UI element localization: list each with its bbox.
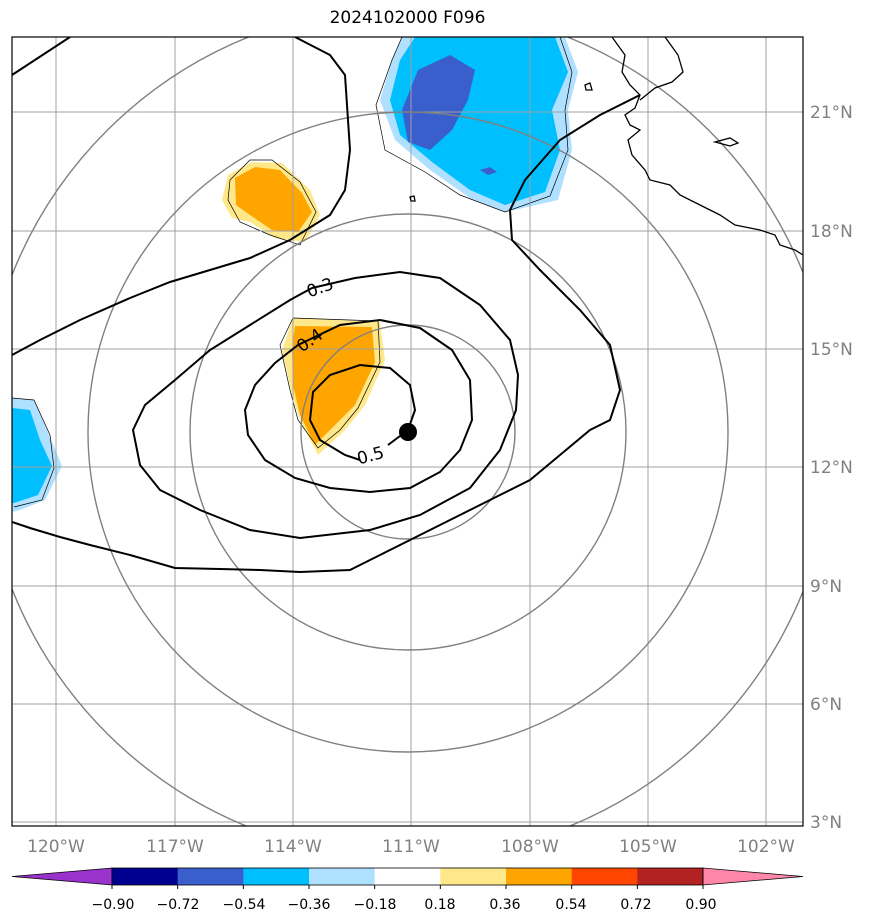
colorbar-tick-label: 0.18: [424, 897, 455, 913]
lon-label-108w: 108°W: [501, 837, 559, 857]
colorbar-swatch: [243, 868, 310, 885]
coastline: [409, 37, 803, 256]
map-area: 0.3 0.4 0.5: [12, 37, 803, 826]
island-1: [584, 82, 593, 91]
lon-label-111w: 111°W: [382, 837, 440, 857]
colorbar-tick-labels: −0.90 −0.72 −0.54 −0.36 −0.18 0.18 0.36 …: [92, 897, 717, 913]
positive-anomaly-nw: [235, 167, 312, 232]
colorbar-tick-label: 0.72: [620, 897, 651, 913]
colorbar-swatch: [112, 868, 179, 885]
colorbar-tick-label: −0.18: [354, 897, 397, 913]
lat-label-12n: 12°N: [810, 458, 853, 478]
contour-0-4: [243, 318, 474, 494]
latitude-labels: 21°N 18°N 15°N 12°N 9°N 6°N 3°N: [810, 103, 853, 833]
island-2: [712, 137, 740, 147]
lat-label-18n: 18°N: [810, 222, 853, 242]
colorbar-tick-label: −0.72: [157, 897, 200, 913]
colorbar-swatch: [506, 868, 573, 885]
coastline-mexico: [611, 37, 803, 256]
lat-label-6n: 6°N: [810, 695, 842, 715]
map-frame: [11, 36, 804, 827]
lat-label-15n: 15°N: [810, 340, 853, 360]
range-ring-2: [189, 213, 627, 651]
negative-anomaly-north-core: [402, 55, 475, 150]
contour-lines: [12, 37, 641, 574]
range-ring-3: [87, 111, 729, 753]
colorbar-swatch: [374, 868, 441, 885]
map-title: 2024102000 F096: [329, 8, 486, 28]
colorbar-tick-label: −0.90: [92, 897, 135, 913]
contour-label-0-3: 0.3: [304, 274, 336, 302]
contour-0-5: [308, 363, 417, 461]
island-3: [409, 195, 416, 202]
colorbar-swatch: [177, 868, 244, 885]
colorbar-swatch: [440, 868, 507, 885]
colorbar-frame: [111, 867, 704, 886]
colorbar-tick-label: −0.36: [288, 897, 331, 913]
colorbar-tick-label: 0.90: [685, 897, 716, 913]
lon-label-120w: 120°W: [27, 837, 85, 857]
negative-anomaly-west: [12, 408, 52, 503]
storm-center-marker: [399, 423, 417, 441]
positive-anomaly-center: [292, 326, 375, 445]
colorbar-tick-label: 0.54: [555, 897, 586, 913]
colorbar-extension-high: [702, 867, 804, 886]
colorbar-tick-label: 0.36: [489, 897, 520, 913]
shading-layer: [12, 37, 578, 512]
longitude-labels: 120°W 117°W 114°W 111°W 108°W 105°W 102°…: [27, 837, 795, 857]
lon-label-114w: 114°W: [264, 837, 322, 857]
negative-anomaly-north-spot: [480, 167, 497, 175]
lat-label-9n: 9°N: [810, 577, 842, 597]
lon-label-102w: 102°W: [737, 837, 795, 857]
contour-0-3-inner: [131, 270, 520, 540]
coastline-baja: [639, 37, 684, 101]
colorbar-extension-low: [11, 867, 113, 886]
lat-label-3n: 3°N: [810, 813, 842, 833]
contour-outer-north: [12, 37, 352, 356]
lon-label-117w: 117°W: [146, 837, 204, 857]
contour-label-0-5: 0.5: [355, 443, 386, 469]
colorbar-swatch: [637, 868, 704, 885]
contour-0-3: [12, 94, 641, 574]
colorbar: −0.90 −0.72 −0.54 −0.36 −0.18 0.18 0.36 …: [11, 867, 804, 913]
lat-label-21n: 21°N: [810, 103, 853, 123]
lon-label-105w: 105°W: [619, 837, 677, 857]
colorbar-swatch: [309, 868, 376, 885]
colorbar-swatch: [571, 868, 638, 885]
colorbar-tick-label: −0.54: [223, 897, 266, 913]
shading-outline: [12, 37, 573, 508]
